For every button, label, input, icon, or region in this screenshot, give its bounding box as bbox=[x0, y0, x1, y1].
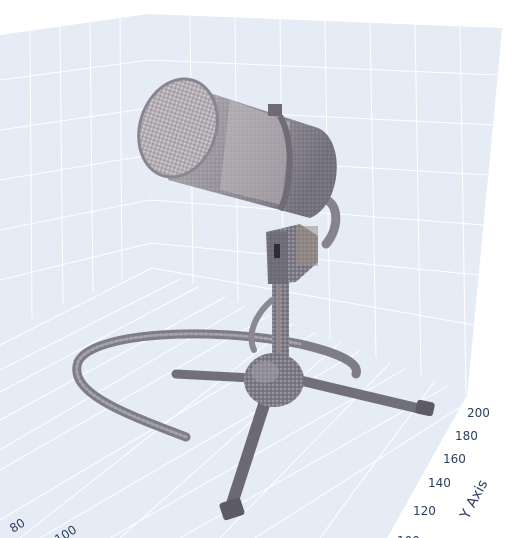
tripod-leg-front bbox=[224, 380, 276, 516]
y-axis-title: Y Axis bbox=[457, 477, 491, 523]
cable bbox=[248, 297, 275, 353]
x-tick-label: 80 bbox=[7, 516, 27, 536]
y-tick-label: 180 bbox=[455, 429, 478, 443]
microphone-point-cloud[interactable] bbox=[72, 69, 435, 521]
microphone-grille bbox=[138, 79, 218, 177]
tripod-leg-right bbox=[285, 373, 430, 415]
tripod-leg-left bbox=[171, 369, 257, 383]
y-tick-label: 140 bbox=[428, 476, 451, 490]
y-tick-label: 120 bbox=[413, 504, 436, 518]
y-tick-label: 200 bbox=[467, 406, 490, 420]
y-tick-label: 100 bbox=[397, 534, 420, 538]
y-tick-label: 160 bbox=[443, 452, 466, 466]
back-wall-left bbox=[0, 14, 152, 332]
